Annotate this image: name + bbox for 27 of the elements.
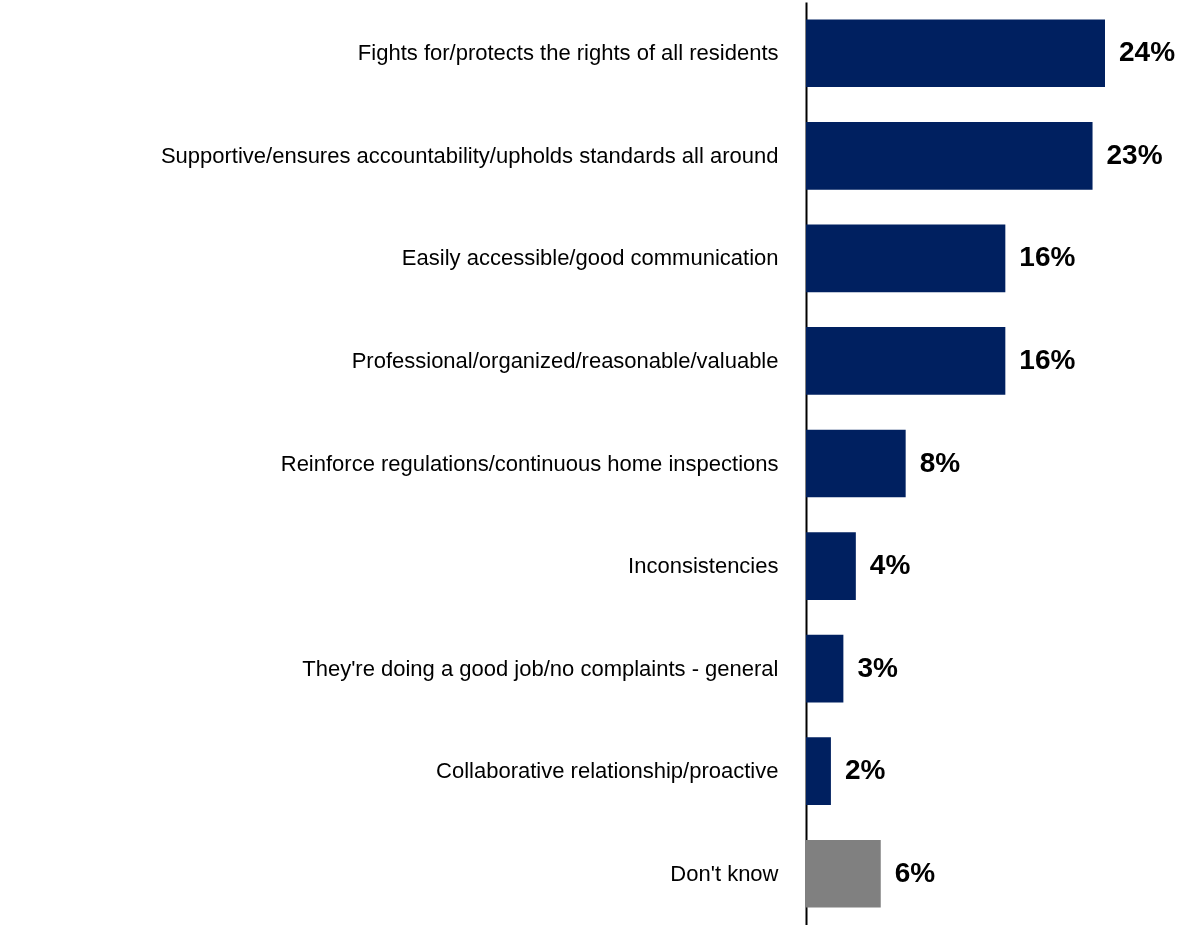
y-tick-label: Collaborative relationship/proactive	[436, 758, 779, 784]
data-label: 2%	[844, 754, 886, 786]
y-tick-label: Easily accessible/good communication	[401, 245, 779, 271]
data-label: 4%	[869, 549, 911, 581]
data-label: 16%	[1019, 241, 1076, 273]
y-tick-label: Professional/organized/reasonable/valuable	[351, 347, 779, 373]
data-label: 3%	[857, 651, 898, 683]
data-label: 24%	[1119, 36, 1176, 68]
y-tick-label: Fights for/protects the rights of all residents	[357, 40, 779, 66]
bar	[806, 327, 1006, 395]
data-label: 6%	[894, 856, 936, 888]
y-tick-label: They're doing a good job/no complaints - general	[302, 655, 779, 681]
bar	[806, 532, 856, 600]
y-tick-label: Inconsistencies	[628, 553, 779, 579]
y-tick-label: Don't know	[670, 860, 779, 886]
bar	[806, 224, 1006, 293]
data-label: 8%	[919, 446, 961, 478]
data-label: 16%	[1019, 343, 1076, 375]
bar	[806, 839, 881, 908]
data-label: 23%	[1106, 138, 1163, 170]
y-tick-label: Supportive/ensures accountability/upholds standards all around	[160, 142, 779, 168]
bar	[806, 19, 1105, 88]
y-tick-label: Reinforce regulations/continuous home inspections	[280, 450, 779, 476]
bar	[806, 429, 906, 498]
bar	[806, 737, 831, 806]
bar	[806, 121, 1093, 190]
bar	[806, 634, 844, 703]
